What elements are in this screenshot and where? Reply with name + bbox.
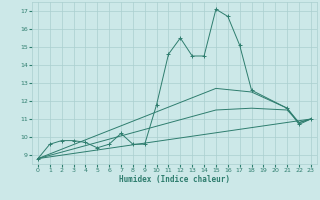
X-axis label: Humidex (Indice chaleur): Humidex (Indice chaleur): [119, 175, 230, 184]
